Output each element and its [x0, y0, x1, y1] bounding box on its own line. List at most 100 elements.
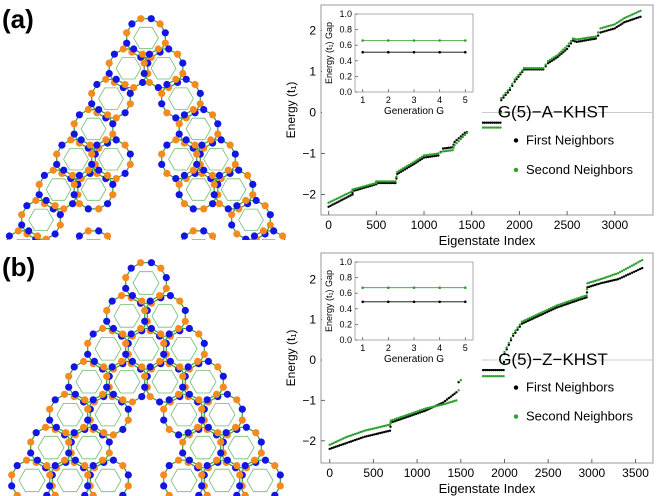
- lattice-site-orange: [84, 227, 92, 235]
- data-point: [546, 62, 550, 65]
- lattice-site-orange: [157, 264, 165, 272]
- data-point: [591, 284, 595, 287]
- data-point: [407, 413, 410, 416]
- lattice-site-blue: [84, 350, 92, 358]
- data-point: [338, 444, 341, 447]
- data-point: [330, 447, 333, 450]
- data-point: [455, 142, 458, 145]
- lattice-site-blue: [154, 84, 162, 92]
- data-point: [422, 408, 426, 411]
- data-point: [386, 180, 389, 183]
- data-point: [628, 265, 632, 268]
- data-point: [485, 121, 488, 124]
- data-point: [553, 305, 557, 308]
- data-point: [585, 39, 588, 42]
- data-point: [601, 281, 604, 284]
- lattice-bond: [113, 370, 141, 394]
- data-point: [618, 277, 622, 280]
- data-point: [327, 201, 330, 204]
- lattice-site-orange: [200, 350, 208, 358]
- lattice-site-orange: [99, 390, 107, 398]
- data-point: [409, 164, 412, 168]
- data-point: [435, 152, 438, 155]
- data-point: [547, 309, 551, 313]
- lattice-site-blue: [89, 396, 97, 404]
- lattice-site-blue: [123, 39, 131, 47]
- lattice-site-orange: [233, 462, 241, 470]
- lattice-site-orange: [42, 423, 50, 431]
- data-point: [603, 281, 606, 284]
- data-point: [449, 395, 452, 398]
- lattice-site-orange: [198, 471, 206, 479]
- data-point: [403, 166, 407, 169]
- lattice-site-blue: [46, 482, 54, 490]
- lattice-bond: [86, 238, 101, 240]
- lattice-site-orange: [88, 150, 96, 158]
- data-point: [336, 440, 339, 443]
- lattice-site-orange: [236, 471, 244, 479]
- data-point: [624, 267, 628, 270]
- data-point: [635, 16, 638, 20]
- lattice-site-orange: [179, 438, 187, 446]
- lattice-site-orange: [65, 372, 73, 380]
- lattice-site-blue: [58, 141, 66, 149]
- lattice-site-blue: [33, 456, 42, 464]
- lattice-site-blue: [172, 114, 180, 122]
- lattice-site-orange: [194, 357, 202, 365]
- data-point: [367, 184, 370, 187]
- lattice-site-orange: [121, 80, 129, 89]
- data-point: [411, 161, 414, 164]
- data-point: [451, 400, 454, 403]
- data-point: [518, 325, 521, 328]
- lattice-site-blue: [162, 274, 170, 282]
- data-point: [343, 197, 346, 200]
- lattice-site-blue: [193, 160, 201, 168]
- lattice-site-orange: [42, 235, 50, 240]
- lattice-site-orange: [160, 339, 168, 347]
- data-point: [573, 298, 576, 301]
- data-point: [629, 19, 632, 22]
- data-point: [455, 399, 458, 402]
- data-point: [603, 30, 606, 33]
- data-point: [494, 368, 497, 372]
- lattice-site-orange: [80, 423, 88, 431]
- lattice-site-blue: [233, 202, 241, 210]
- data-point: [585, 291, 589, 294]
- x-tick-label: 2500: [535, 466, 562, 480]
- plot-frame: [320, 4, 654, 216]
- data-point: [415, 161, 418, 164]
- lattice-site-blue: [231, 150, 239, 158]
- data-point: [503, 352, 506, 356]
- data-point: [357, 437, 361, 440]
- lattice-site-blue: [109, 456, 117, 464]
- lattice-site-orange: [46, 471, 54, 479]
- data-point: [626, 266, 630, 269]
- lattice-site-orange: [67, 136, 75, 144]
- lattice-bond: [203, 148, 229, 171]
- lattice-site-orange: [156, 20, 164, 28]
- data-point: [395, 417, 398, 420]
- lattice-site-orange: [232, 423, 240, 431]
- data-point: [488, 375, 491, 378]
- lattice-site-orange: [18, 211, 26, 219]
- lattice-site-blue: [95, 227, 103, 235]
- data-point: [549, 307, 553, 310]
- data-point: [443, 150, 447, 153]
- data-point: [418, 411, 422, 414]
- data-point: [575, 299, 578, 302]
- data-point: [411, 412, 414, 415]
- data-point: [597, 282, 600, 286]
- legend-marker: [513, 167, 519, 173]
- data-point: [345, 192, 348, 196]
- data-point: [355, 432, 359, 435]
- data-point: [607, 24, 610, 28]
- data-point: [334, 440, 337, 444]
- lattice-bond: [246, 468, 274, 493]
- lattice-site-blue: [112, 136, 120, 144]
- lattice-site-blue: [130, 45, 138, 53]
- inset-background: [322, 254, 482, 379]
- lattice-site-blue: [140, 69, 148, 78]
- data-point: [355, 438, 359, 441]
- lattice-bond: [208, 468, 236, 493]
- lattice-site-orange: [51, 202, 59, 210]
